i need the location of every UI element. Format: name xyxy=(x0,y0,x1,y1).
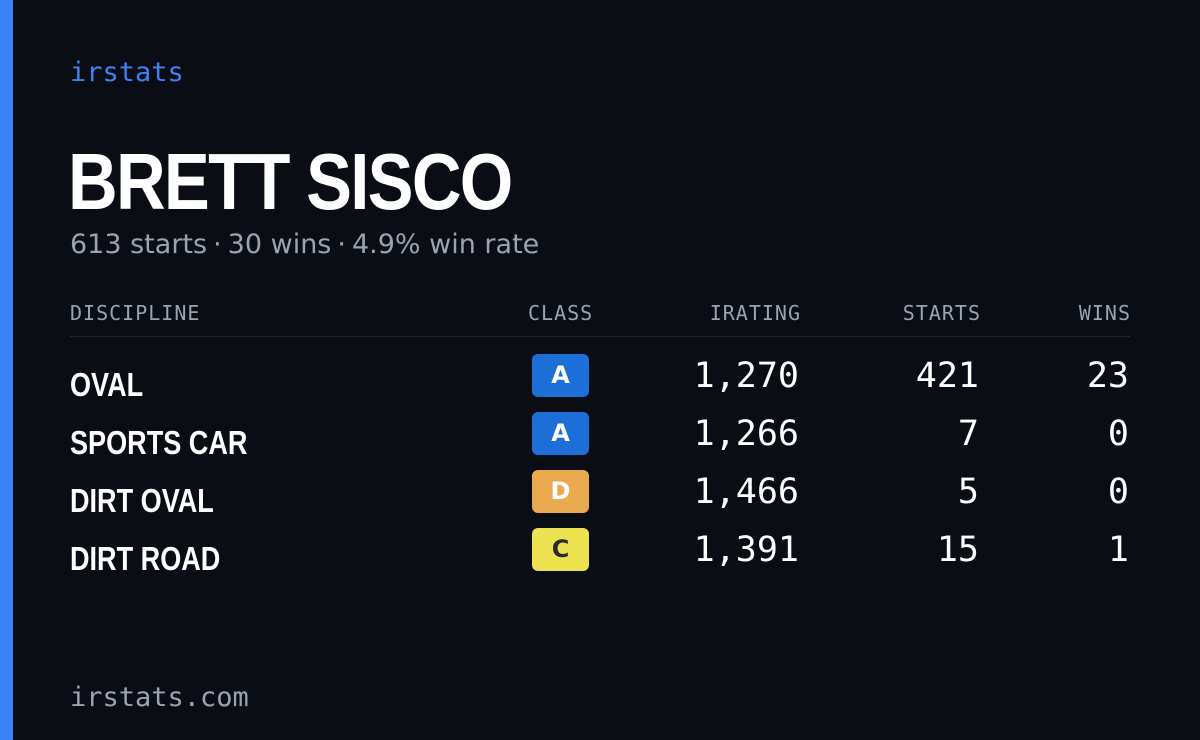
header-divider xyxy=(70,336,1130,337)
driver-summary: 613 starts · 30 wins · 4.9% win rate xyxy=(70,228,539,262)
table-row: SPORTS CAR A 1,266 7 0 xyxy=(0,412,1200,470)
header-wins: WINS xyxy=(1078,301,1131,325)
wins-value: 1 xyxy=(1107,530,1129,570)
discipline-name: OVAL xyxy=(70,366,144,403)
driver-name: BRETT SISCO xyxy=(68,137,513,226)
irating-value: 1,266 xyxy=(693,414,799,454)
brand-label: irstats xyxy=(70,57,184,88)
class-badge: A xyxy=(532,354,589,397)
table-row: OVAL A 1,270 421 23 xyxy=(0,354,1200,412)
wins-value: 0 xyxy=(1107,414,1129,454)
header-discipline: DISCIPLINE xyxy=(70,301,201,325)
header-class: CLASS xyxy=(528,301,594,325)
header-starts: STARTS xyxy=(902,301,981,325)
starts-value: 7 xyxy=(957,414,979,454)
discipline-name: DIRT OVAL xyxy=(70,482,214,519)
win-rate-summary: 4.9% win rate xyxy=(351,229,540,260)
table-row: DIRT OVAL D 1,466 5 0 xyxy=(0,470,1200,528)
irating-value: 1,466 xyxy=(693,472,799,512)
irating-value: 1,391 xyxy=(693,530,799,570)
discipline-name: SPORTS CAR xyxy=(70,424,248,461)
accent-bar xyxy=(0,0,13,740)
irating-value: 1,270 xyxy=(693,356,799,396)
header-irating: IRATING xyxy=(709,301,801,325)
starts-value: 421 xyxy=(915,356,979,396)
table-row: DIRT ROAD C 1,391 15 1 xyxy=(0,528,1200,586)
starts-value: 15 xyxy=(936,530,979,570)
class-badge: D xyxy=(532,470,589,513)
site-url: irstats.com xyxy=(70,682,249,713)
separator: · xyxy=(337,229,346,260)
wins-value: 0 xyxy=(1107,472,1129,512)
starts-value: 5 xyxy=(957,472,979,512)
class-badge: A xyxy=(532,412,589,455)
separator: · xyxy=(213,229,222,260)
wins-value: 23 xyxy=(1086,356,1129,396)
starts-summary: 613 starts xyxy=(70,229,208,260)
class-badge: C xyxy=(532,528,589,571)
discipline-name: DIRT ROAD xyxy=(70,540,221,577)
wins-summary: 30 wins xyxy=(227,229,332,260)
